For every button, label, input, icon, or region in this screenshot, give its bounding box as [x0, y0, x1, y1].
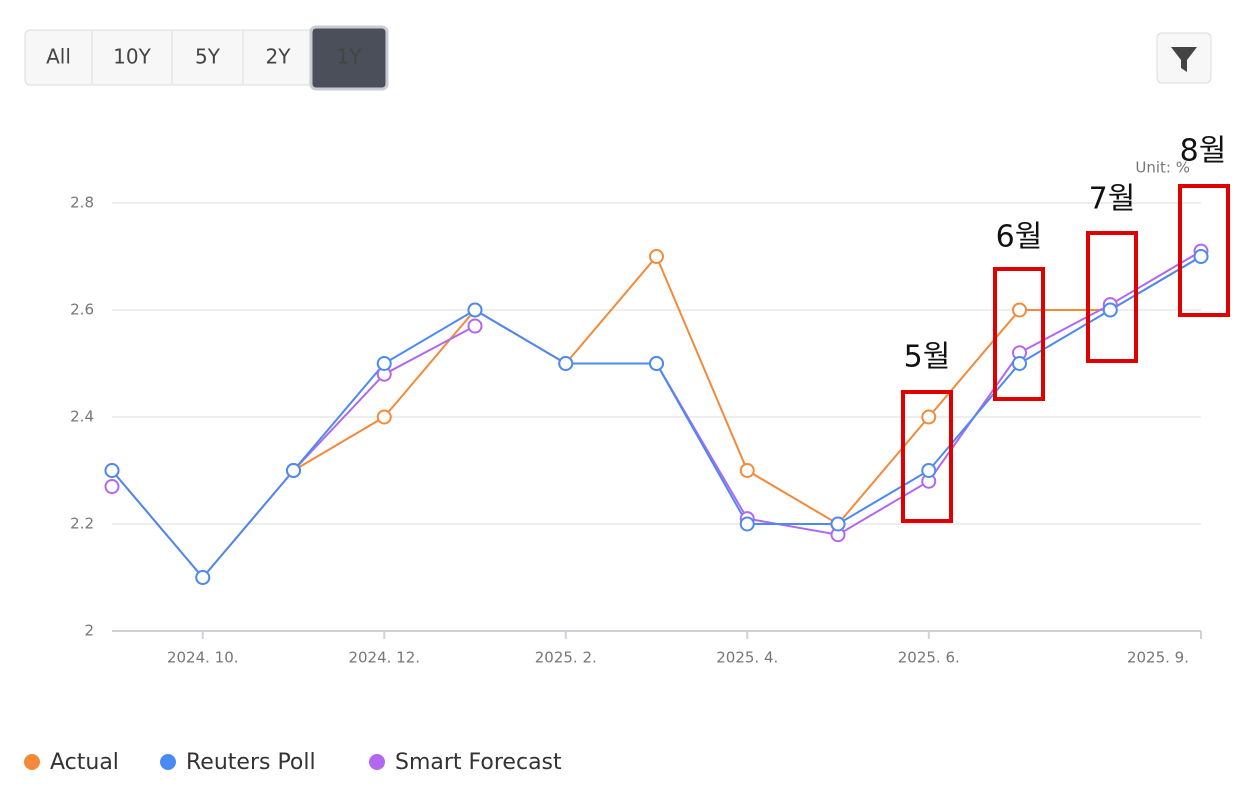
range-button[interactable]: 5Y: [195, 45, 221, 69]
data-point: [921, 409, 937, 425]
legend-label[interactable]: Smart Forecast: [395, 750, 562, 775]
data-point: [1012, 356, 1027, 371]
data-point: [376, 409, 392, 425]
annotation: 5월: [904, 340, 951, 375]
data-point: [104, 463, 120, 478]
data-point: [195, 570, 211, 585]
filter-icon: [1171, 47, 1197, 72]
active-button[interactable]: [309, 25, 389, 91]
legend-label[interactable]: Actual: [50, 750, 119, 775]
data-point: [921, 463, 937, 478]
series-line: [292, 250, 1202, 536]
x-tick-label: 2024. 12.: [348, 649, 420, 667]
data-point: [104, 479, 120, 495]
data-point: [286, 463, 301, 478]
data-point: [467, 302, 483, 318]
highlight-box: [1178, 184, 1230, 317]
annotation: 8월: [1180, 134, 1227, 169]
data-point: [467, 318, 483, 334]
data-point: [649, 249, 664, 264]
highlight-box: [1086, 231, 1138, 363]
y-tick-label: 2: [84, 622, 94, 640]
data-point: [649, 356, 664, 371]
range-button[interactable]: 2Y: [266, 45, 292, 69]
y-tick-label: 2.2: [70, 515, 94, 533]
data-point: [1102, 302, 1118, 318]
x-tick-label: 2025. 4.: [716, 649, 778, 667]
data-point: [739, 463, 755, 478]
annotation: 7월: [1089, 182, 1136, 217]
y-tick-label: 2.4: [70, 408, 94, 426]
data-point: [1193, 249, 1209, 264]
highlight-box: [901, 390, 953, 523]
legend-swatch: [369, 754, 385, 770]
highlight-box: [993, 267, 1045, 401]
range-button[interactable]: 10Y: [113, 45, 151, 69]
legend-swatch: [24, 754, 40, 770]
x-tick-label: 2024. 10.: [167, 649, 239, 667]
legend-swatch: [160, 754, 176, 770]
y-tick-label: 2.8: [70, 194, 94, 212]
data-point: [830, 516, 846, 532]
range-button[interactable]: 1Y: [337, 45, 363, 69]
x-tick-label: 2025. 9.: [1127, 649, 1189, 667]
x-tick-label: 2025. 2.: [535, 649, 597, 667]
data-point: [376, 356, 392, 371]
data-point: [558, 356, 574, 371]
legend-label[interactable]: Reuters Poll: [186, 750, 316, 775]
data-point: [1012, 302, 1027, 318]
unit-label: Unit: %: [1135, 159, 1190, 177]
y-tick-label: 2.6: [70, 301, 94, 319]
range-button[interactable]: All: [46, 45, 71, 69]
x-tick-label: 2025. 6.: [898, 649, 960, 667]
data-point: [739, 516, 755, 532]
annotation: 6월: [996, 220, 1043, 255]
